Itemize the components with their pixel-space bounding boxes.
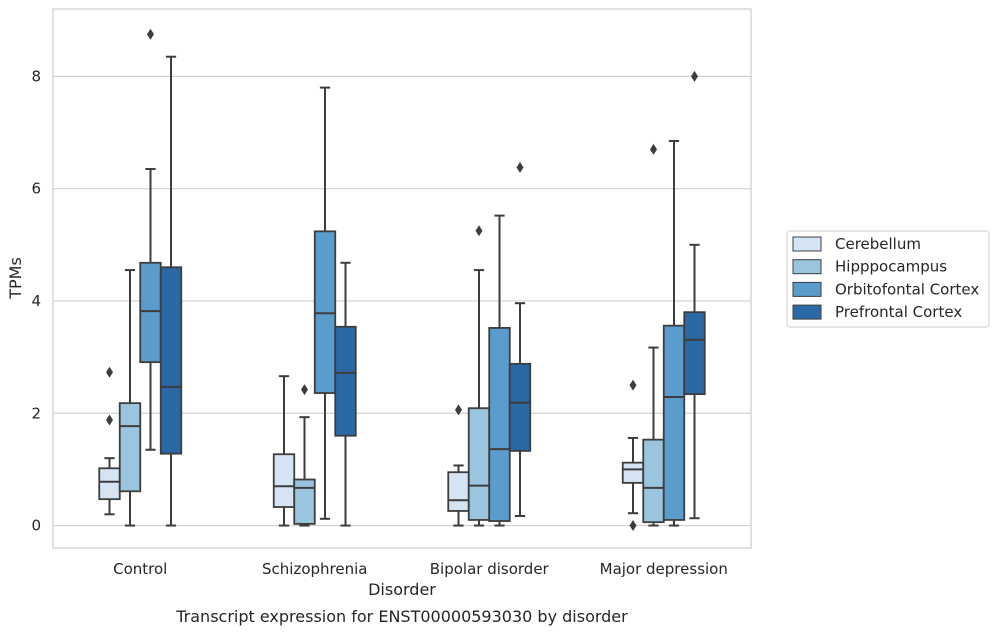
legend-swatch [792,236,822,252]
legend-label: Cerebellum [835,235,921,253]
box [313,230,337,394]
outlier-point [691,70,698,82]
box-group [683,70,706,520]
x-axis-title: Disorder [368,580,436,599]
box [508,362,532,452]
box-group [488,214,511,527]
y-tick-label: 0 [31,517,41,535]
outlier-point [106,366,113,378]
box [621,461,645,484]
outlier-point [650,143,657,155]
y-axis-title: TPMs [6,257,25,300]
box-group [334,261,357,527]
box [139,261,162,364]
outlier-point [106,414,113,426]
legend-label: Hipppocampus [835,258,947,276]
outlier-point [455,404,462,416]
plot-frame [52,8,752,549]
x-tick-labels: Control Schizophrenia Bipolar disorder Majo… [113,560,728,578]
box [98,467,121,501]
legend: Cerebellum Hipppocampus Orbitofontal Corte… [786,230,990,328]
box [293,478,316,525]
legend-frame [786,230,990,328]
y-tick-label: 2 [31,404,41,422]
box-group [662,139,686,527]
boxplots [98,28,706,532]
legend-label: Orbitofontal Cortex [835,280,979,298]
x-tick-label: Control [113,560,167,578]
box [662,324,686,521]
y-tick-label: 8 [31,67,41,85]
y-tick-labels: 0 2 4 6 8 [31,67,41,534]
box [272,453,296,508]
y-tick-label: 6 [31,180,41,198]
legend-swatch [792,281,822,297]
legend-swatch [792,304,822,320]
box [118,402,142,493]
x-tick-label: Major depression [600,560,728,578]
box-group [139,28,162,451]
box [683,311,706,396]
x-tick-label: Bipolar disorder [430,560,550,578]
box [447,471,470,512]
outlier-point [475,225,483,237]
legend-label: Prefrontal Cortex [835,303,962,321]
outlier-point [301,384,308,396]
outlier-point [629,520,637,532]
legend-swatch [792,259,822,275]
box-group [621,379,645,532]
box-group [293,384,316,527]
box-group [159,55,183,527]
box [334,325,357,437]
box-group [272,375,296,527]
x-tick-label: Schizophrenia [262,560,367,578]
y-tick-label: 4 [31,292,41,310]
box [488,327,511,522]
box [467,407,491,521]
outlier-point [629,379,637,391]
box-group [508,161,532,517]
box-group [98,366,121,516]
outlier-point [147,28,154,40]
outlier-point [516,161,524,173]
box [159,266,183,455]
box-group [118,269,142,527]
box-group [313,86,337,520]
chart-caption: Transcript expression for ENST0000059303… [175,607,628,626]
box [642,438,665,524]
